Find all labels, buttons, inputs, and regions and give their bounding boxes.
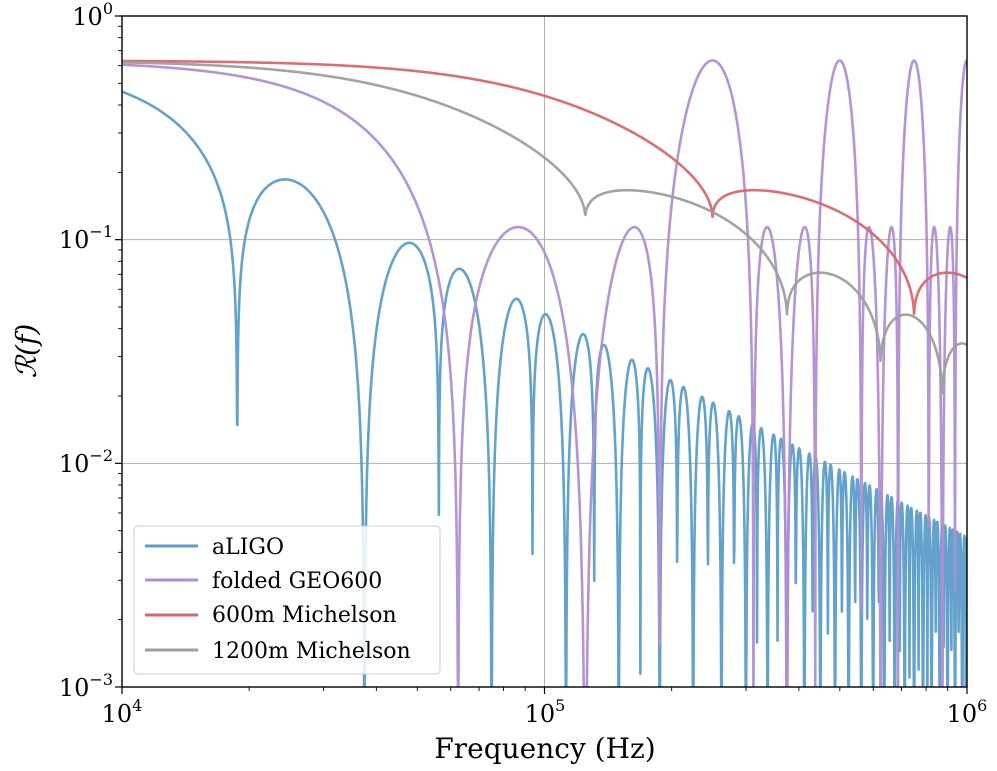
series-line-aligo xyxy=(122,90,967,687)
x-tick-label-0: 104 xyxy=(102,696,143,728)
legend-label-aligo: aLIGO xyxy=(212,535,284,560)
y-tick-label-3: 100 xyxy=(72,0,113,31)
major-ticks xyxy=(115,15,968,694)
series-line-folded-geo600 xyxy=(122,59,967,687)
legend-label-1200m-michelson: 1200m Michelson xyxy=(212,639,411,664)
legend: aLIGO folded GEO600 600m Michelson 1200m… xyxy=(133,525,441,675)
series-line-1200m-michelson xyxy=(122,61,967,395)
series-layer xyxy=(122,59,967,687)
x-axis-label: Frequency (Hz) xyxy=(434,732,655,765)
y-axis-label: ℛ(f) xyxy=(10,324,43,379)
y-tick-label-1: 10−2 xyxy=(59,446,113,478)
y-tick-label-0: 10−3 xyxy=(59,670,113,702)
legend-label-folded-geo600: folded GEO600 xyxy=(212,569,382,594)
x-tick-label-1: 105 xyxy=(525,696,566,728)
legend-label-600m-michelson: 600m Michelson xyxy=(212,603,397,628)
legend-frame xyxy=(133,525,441,675)
series-line-600m-michelson xyxy=(122,59,967,316)
x-tick-label-2: 106 xyxy=(947,696,988,728)
y-tick-label-2: 10−1 xyxy=(59,222,113,254)
